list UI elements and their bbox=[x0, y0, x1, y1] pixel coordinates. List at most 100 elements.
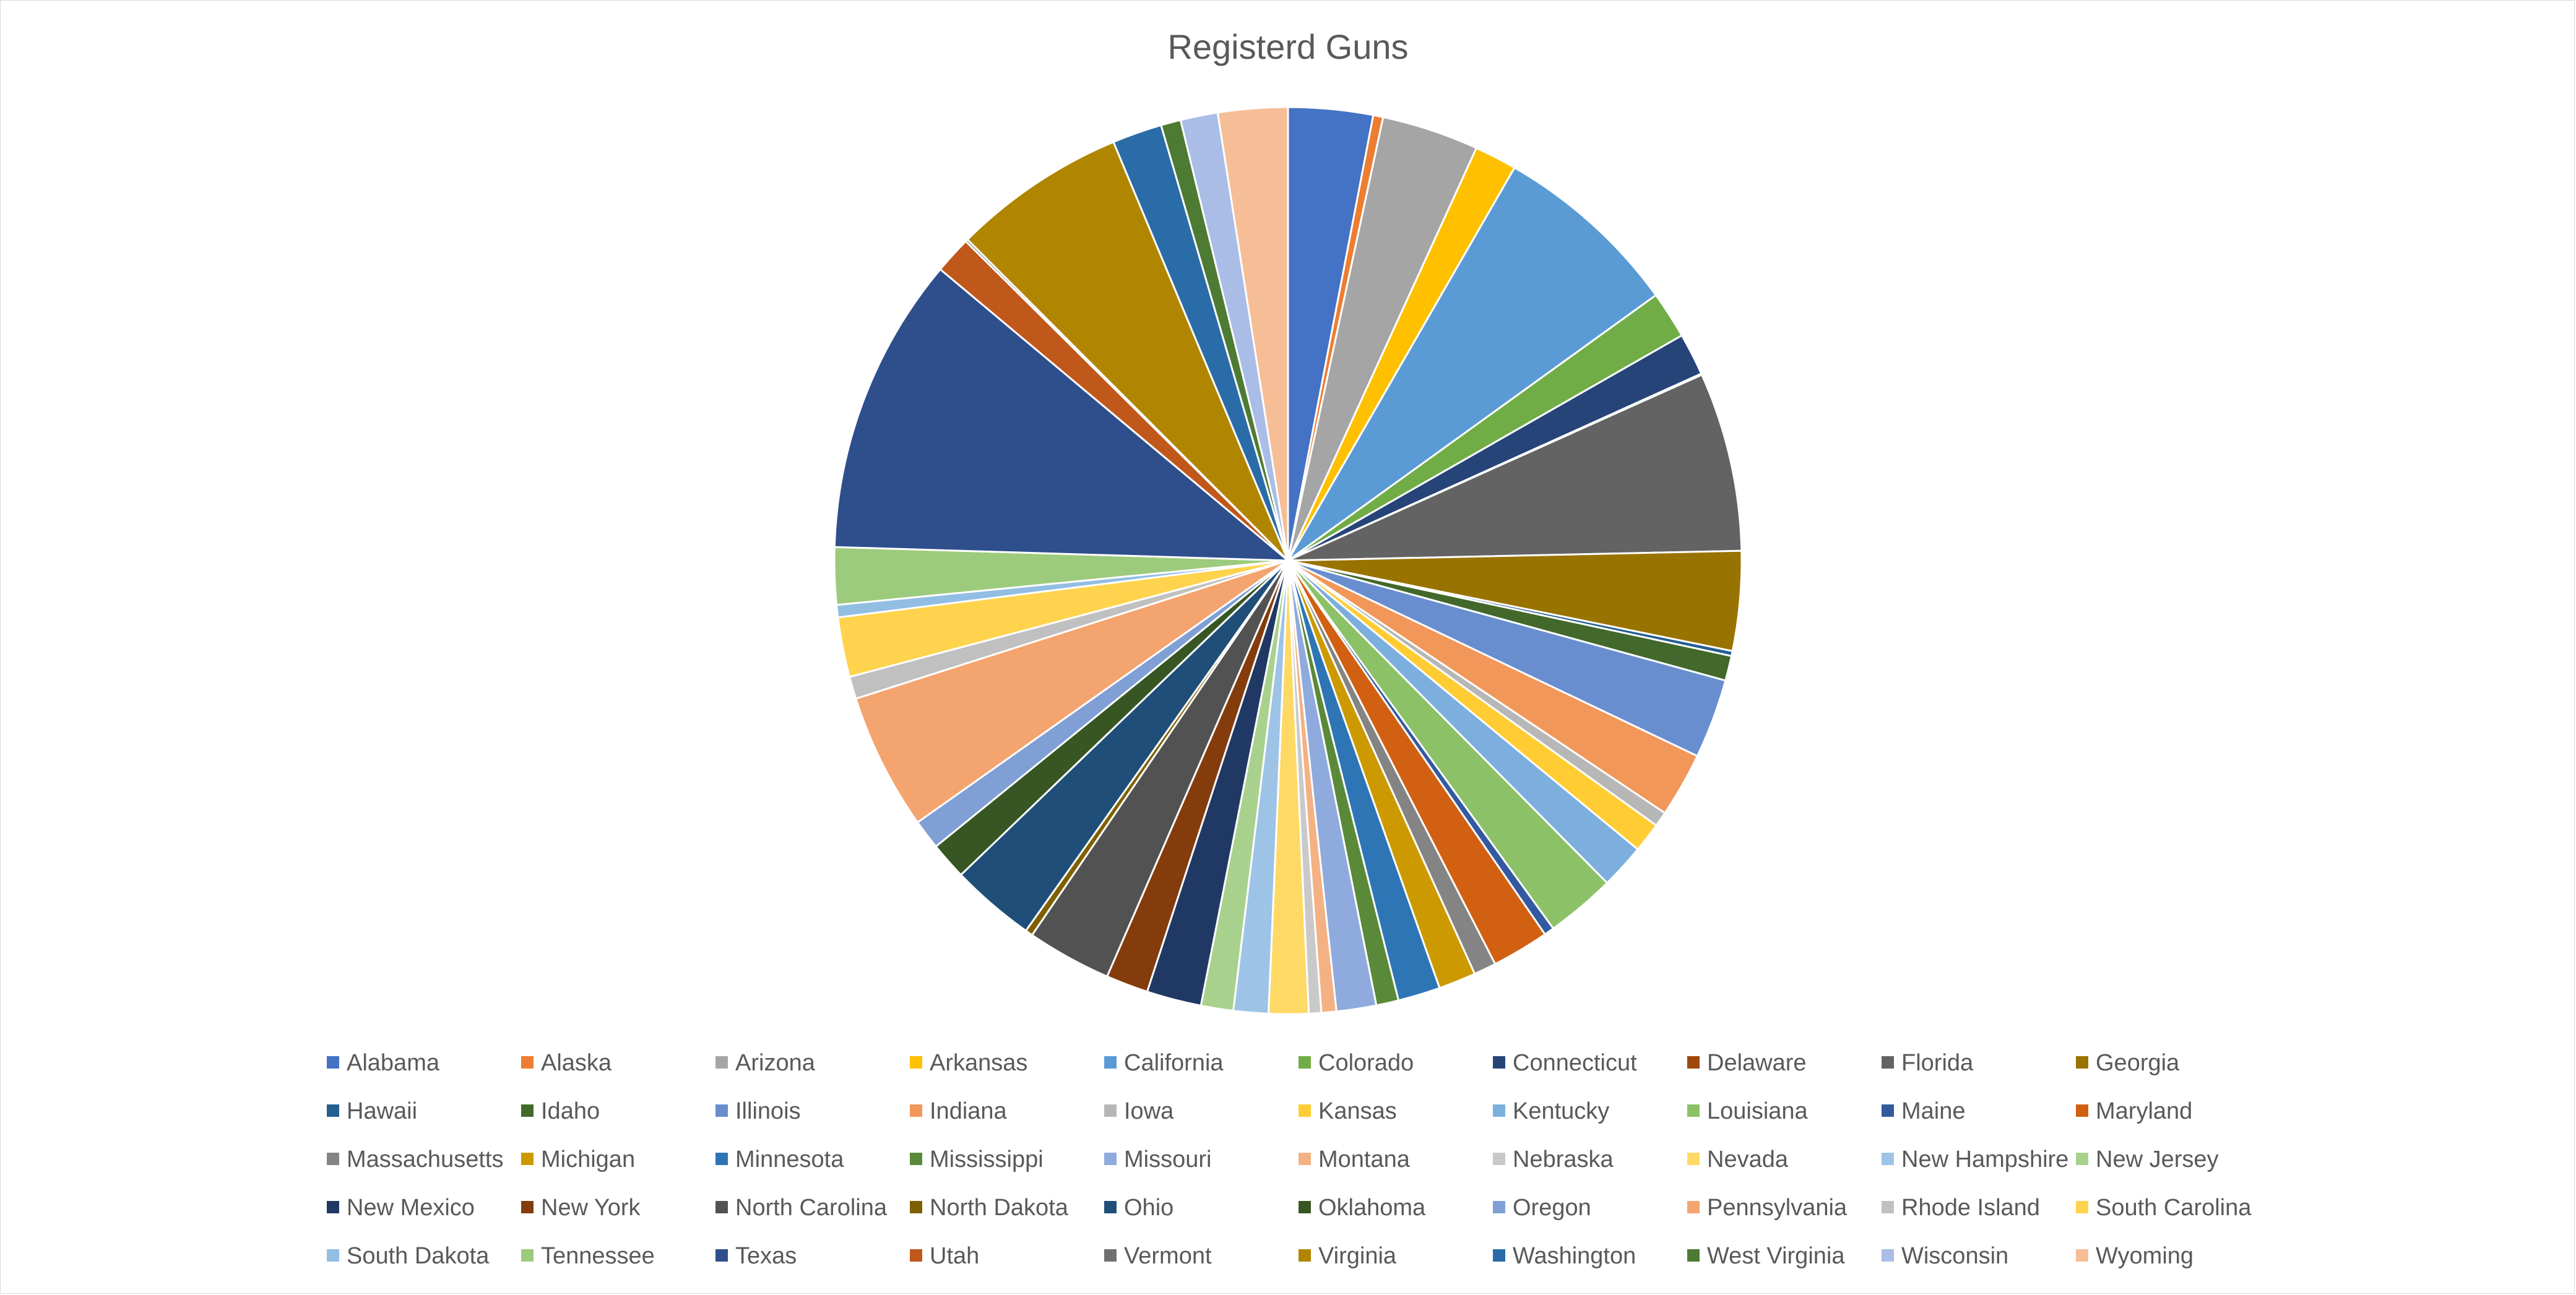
legend-item-mississippi: Mississippi bbox=[910, 1141, 1044, 1178]
legend-swatch bbox=[1493, 1152, 1505, 1165]
legend-item-west-virginia: West Virginia bbox=[1687, 1237, 1844, 1275]
legend-label: Maine bbox=[1901, 1098, 1966, 1124]
legend-item-nevada: Nevada bbox=[1687, 1141, 1788, 1178]
legend-label: Montana bbox=[1318, 1147, 1410, 1172]
legend-item-illinois: Illinois bbox=[715, 1093, 801, 1130]
legend-swatch bbox=[1299, 1056, 1311, 1069]
legend-swatch bbox=[521, 1152, 534, 1165]
legend-swatch bbox=[1687, 1056, 1700, 1069]
legend-label: Florida bbox=[1901, 1050, 1974, 1076]
legend-swatch bbox=[1882, 1152, 1894, 1165]
legend-item-maryland: Maryland bbox=[2076, 1093, 2192, 1130]
legend-swatch bbox=[1493, 1104, 1505, 1117]
legend-swatch bbox=[2076, 1104, 2088, 1117]
legend-label: Virginia bbox=[1318, 1243, 1397, 1269]
legend-label: North Carolina bbox=[735, 1195, 887, 1221]
legend-swatch bbox=[910, 1249, 922, 1262]
legend-label: Massachusetts bbox=[347, 1147, 504, 1172]
legend-item-florida: Florida bbox=[1882, 1044, 1973, 1082]
legend-item-arkansas: Arkansas bbox=[910, 1044, 1027, 1082]
legend-item-delaware: Delaware bbox=[1687, 1044, 1807, 1082]
legend-label: South Dakota bbox=[347, 1243, 490, 1269]
legend-label: Ohio bbox=[1124, 1195, 1174, 1221]
legend-item-georgia: Georgia bbox=[2076, 1044, 2179, 1082]
legend-item-new-jersey: New Jersey bbox=[2076, 1141, 2219, 1178]
legend-item-idaho: Idaho bbox=[521, 1093, 600, 1130]
legend-label: Georgia bbox=[2096, 1050, 2180, 1076]
legend-swatch bbox=[1104, 1200, 1117, 1213]
legend-item-connecticut: Connecticut bbox=[1493, 1044, 1637, 1082]
legend-item-wisconsin: Wisconsin bbox=[1882, 1237, 2008, 1275]
legend-item-south-dakota: South Dakota bbox=[327, 1237, 489, 1275]
legend-label: Connecticut bbox=[1513, 1050, 1637, 1076]
legend-item-pennsylvania: Pennsylvania bbox=[1687, 1189, 1847, 1226]
legend-item-north-dakota: North Dakota bbox=[910, 1189, 1068, 1226]
legend-swatch bbox=[1882, 1200, 1894, 1213]
legend-swatch bbox=[1882, 1104, 1894, 1117]
legend-label: Maryland bbox=[2096, 1098, 2193, 1124]
legend-label: New Mexico bbox=[347, 1195, 475, 1221]
legend-item-maine: Maine bbox=[1882, 1093, 1966, 1130]
legend-swatch bbox=[1104, 1056, 1117, 1069]
legend-swatch bbox=[521, 1200, 534, 1213]
legend-label: Tennessee bbox=[541, 1243, 655, 1269]
legend-label: Mississippi bbox=[930, 1147, 1044, 1172]
legend-item-utah: Utah bbox=[910, 1237, 979, 1275]
legend-swatch bbox=[1687, 1200, 1700, 1213]
legend-swatch bbox=[1687, 1152, 1700, 1165]
legend-swatch bbox=[1493, 1200, 1505, 1213]
legend-item-louisiana: Louisiana bbox=[1687, 1093, 1808, 1130]
legend-item-iowa: Iowa bbox=[1104, 1093, 1173, 1130]
pie-slice-california bbox=[1287, 166, 1658, 562]
legend-item-arizona: Arizona bbox=[715, 1044, 815, 1082]
legend-item-wyoming: Wyoming bbox=[2076, 1237, 2193, 1275]
legend-item-missouri: Missouri bbox=[1104, 1141, 1211, 1178]
legend-item-alabama: Alabama bbox=[327, 1044, 439, 1082]
pie-slice-pennsylvania bbox=[854, 559, 1289, 824]
legend-swatch bbox=[2076, 1056, 2088, 1069]
legend-swatch bbox=[1882, 1056, 1894, 1069]
pie-slice-texas bbox=[833, 268, 1291, 562]
legend-item-vermont: Vermont bbox=[1104, 1237, 1212, 1275]
legend-label: Alabama bbox=[347, 1050, 439, 1076]
legend-label: Hawaii bbox=[347, 1098, 418, 1124]
legend-swatch bbox=[910, 1200, 922, 1213]
legend-label: Wyoming bbox=[2096, 1243, 2194, 1269]
legend-label: North Dakota bbox=[930, 1195, 1068, 1221]
legend-swatch bbox=[1299, 1104, 1311, 1117]
legend-swatch bbox=[1299, 1200, 1311, 1213]
legend-label: Indiana bbox=[930, 1098, 1007, 1124]
legend-item-alaska: Alaska bbox=[521, 1044, 612, 1082]
legend-item-rhode-island: Rhode Island bbox=[1882, 1189, 2040, 1226]
legend-swatch bbox=[910, 1104, 922, 1117]
pie-slice-florida bbox=[1287, 373, 1743, 562]
legend-item-south-carolina: South Carolina bbox=[2076, 1189, 2251, 1226]
legend-swatch bbox=[2076, 1152, 2088, 1165]
legend-item-california: California bbox=[1104, 1044, 1224, 1082]
pie-slice-wyoming bbox=[1216, 106, 1289, 561]
legend-swatch bbox=[327, 1152, 339, 1165]
legend-swatch bbox=[327, 1056, 339, 1069]
legend-label: Iowa bbox=[1124, 1098, 1174, 1124]
legend-swatch bbox=[910, 1152, 922, 1165]
legend-swatch bbox=[1493, 1056, 1505, 1069]
legend-label: Louisiana bbox=[1707, 1098, 1808, 1124]
legend-label: Illinois bbox=[735, 1098, 801, 1124]
legend-swatch bbox=[521, 1056, 534, 1069]
legend-swatch bbox=[1104, 1249, 1117, 1262]
legend-swatch bbox=[715, 1200, 728, 1213]
legend-item-oklahoma: Oklahoma bbox=[1299, 1189, 1425, 1226]
legend-label: South Carolina bbox=[2096, 1195, 2252, 1221]
legend-label: New Jersey bbox=[2096, 1147, 2219, 1172]
legend-label: New Hampshire bbox=[1901, 1147, 2069, 1172]
legend-label: Arizona bbox=[735, 1050, 815, 1076]
chart-title: Registerd Guns bbox=[1167, 27, 1409, 66]
legend-label: Kansas bbox=[1318, 1098, 1397, 1124]
legend-swatch bbox=[1104, 1152, 1117, 1165]
legend-swatch bbox=[910, 1056, 922, 1069]
legend-label: Washington bbox=[1513, 1243, 1636, 1269]
legend-item-texas: Texas bbox=[715, 1237, 797, 1275]
legend-label: Texas bbox=[735, 1243, 797, 1269]
legend-item-new-hampshire: New Hampshire bbox=[1882, 1141, 2068, 1178]
